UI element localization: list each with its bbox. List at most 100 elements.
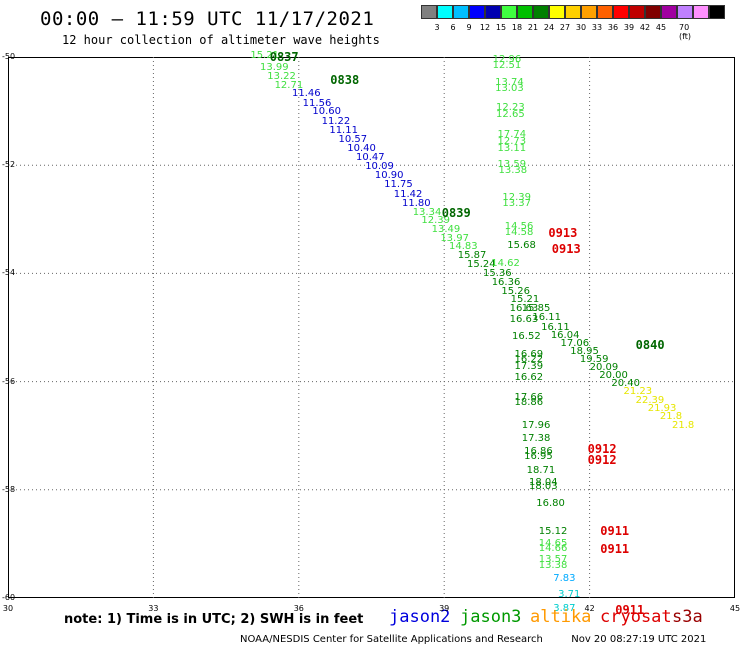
wave-height-value: 16.63 <box>509 313 539 325</box>
pass-time-label: 0911 <box>615 602 645 617</box>
wave-height-value: 13.03 <box>495 83 524 95</box>
wave-height-value: 20.00 <box>599 370 628 382</box>
lat-tick-label: -56 <box>2 376 16 386</box>
wave-height-value: 16.22 <box>514 353 544 365</box>
wave-height-value: 16.36 <box>491 276 521 288</box>
lon-tick-label: 30 <box>2 604 14 613</box>
wave-height-value: 12.51 <box>492 59 522 71</box>
page-title: 00:00 – 11:59 UTC 11/17/2021 <box>40 8 375 30</box>
wave-height-value: 16.86 <box>524 445 553 457</box>
pass-time-label: 0911 <box>600 542 630 557</box>
scale-label: 27 <box>559 23 571 32</box>
wave-height-value: 11.75 <box>384 179 413 191</box>
scale-swatch <box>485 5 501 19</box>
pass-time-label: 0839 <box>441 205 471 220</box>
lat-tick-label: -58 <box>2 484 16 494</box>
wave-height-value: 13.99 <box>260 62 289 74</box>
scale-swatch <box>501 5 517 19</box>
lon-tick-label: 45 <box>729 604 740 613</box>
wave-height-value: 11.11 <box>329 124 358 136</box>
wave-height-value: 16.95 <box>524 451 553 463</box>
wave-height-value: 16.63 <box>509 302 539 314</box>
wave-height-value: 13.49 <box>431 224 461 236</box>
scale-label: 6 <box>450 23 456 32</box>
wave-height-value: 16.62 <box>514 371 544 383</box>
wave-height-value: 13.59 <box>497 159 527 171</box>
scale-swatch <box>565 5 581 19</box>
pass-time-label: 0840 <box>635 337 665 352</box>
wave-height-value: 13.37 <box>502 198 531 210</box>
satellite-legend-jason2: jason2 <box>389 607 451 627</box>
scale-label: 9 <box>466 23 472 32</box>
lon-tick-label: 39 <box>439 604 450 613</box>
wave-height-value: 13.38 <box>498 164 528 176</box>
pass-time-label: 0913 <box>548 226 578 241</box>
pass-time-label: 0838 <box>330 72 360 87</box>
wave-height-value: 10.47 <box>355 151 385 163</box>
footer-credit: NOAA/NESDIS Center for Satellite Applica… <box>240 634 706 645</box>
scale-label: 39 <box>623 23 635 32</box>
wave-height-value: 22.39 <box>635 394 665 406</box>
wave-height-value: 13.34 <box>412 206 442 218</box>
scale-label: 45 <box>655 23 667 32</box>
lat-tick-label: -54 <box>2 268 16 278</box>
wave-height-value: 17.66 <box>514 391 544 403</box>
wave-height-value: 11.42 <box>393 188 423 200</box>
wave-height-value: 11.22 <box>321 115 351 127</box>
wave-height-value: 14.56 <box>504 221 534 233</box>
wave-height-value: 14.83 <box>449 241 478 253</box>
scale-swatch <box>629 5 645 19</box>
scale-swatch <box>453 5 469 19</box>
wave-height-value: 3.71 <box>558 589 581 601</box>
wave-height-value: 21.8 <box>659 410 683 422</box>
wave-height-value: 21.93 <box>647 402 677 414</box>
wave-height-value: 17.38 <box>521 432 551 444</box>
wave-height-value: 15.26 <box>501 286 531 298</box>
wave-height-value: 18.95 <box>570 345 599 357</box>
map-frame <box>8 57 735 598</box>
page-subtitle: 12 hour collection of altimeter wave hei… <box>62 33 380 47</box>
wave-height-value: 17.96 <box>521 419 551 431</box>
wave-height-value: 18.04 <box>529 476 558 488</box>
pass-time-label: 0912 <box>587 442 617 457</box>
wave-height-value: 17.06 <box>560 337 590 349</box>
wave-height-value: 18.03 <box>529 481 558 493</box>
wave-height-value: 18.86 <box>514 397 544 409</box>
scale-swatch <box>533 5 549 19</box>
scale-swatch <box>597 5 613 19</box>
wave-height-value: 13.38 <box>538 559 568 571</box>
wave-height-value: 12.73 <box>497 136 527 148</box>
wave-height-value: 15.21 <box>510 294 540 306</box>
wave-height-value: 15.24 <box>466 259 496 271</box>
lon-tick-label: 42 <box>584 604 595 613</box>
scale-label: 15 <box>495 23 507 32</box>
wave-height-value: 12.23 <box>496 102 525 114</box>
scale-swatch <box>549 5 565 19</box>
wave-height-value: 12.96 <box>492 54 522 66</box>
lat-tick-label: -50 <box>2 52 16 61</box>
wave-height-value: 20.40 <box>611 378 641 390</box>
satellite-legend-jason3: jason3 <box>460 607 522 627</box>
wave-height-value: 18.71 <box>526 464 556 476</box>
credit-text: NOAA/NESDIS Center for Satellite Applica… <box>240 634 543 645</box>
map-grid <box>8 57 735 598</box>
wave-height-value: 10.40 <box>347 142 376 154</box>
lon-tick-label: 36 <box>293 604 304 613</box>
wave-height-value: 12.39 <box>502 191 531 203</box>
wave-height-value: 11.80 <box>402 198 431 210</box>
wave-height-value: 16.11 <box>541 321 570 333</box>
wave-height-value: 15.36 <box>482 267 512 279</box>
scale-swatch <box>437 5 453 19</box>
scale-label: 3 <box>434 23 440 32</box>
scale-swatch <box>677 5 693 19</box>
pass-time-label: 0913 <box>551 242 581 257</box>
scale-label: 12 <box>479 23 491 32</box>
scale-swatch <box>709 5 725 19</box>
wave-height-value: 19.59 <box>579 353 609 365</box>
wave-height-value: 14.62 <box>491 258 520 270</box>
scale-swatch <box>693 5 709 19</box>
satellite-legend-s3a: s3a <box>672 607 703 627</box>
scale-label: 21 <box>527 23 539 32</box>
wave-height-value: 7.83 <box>553 573 576 585</box>
scale-swatch <box>517 5 533 19</box>
